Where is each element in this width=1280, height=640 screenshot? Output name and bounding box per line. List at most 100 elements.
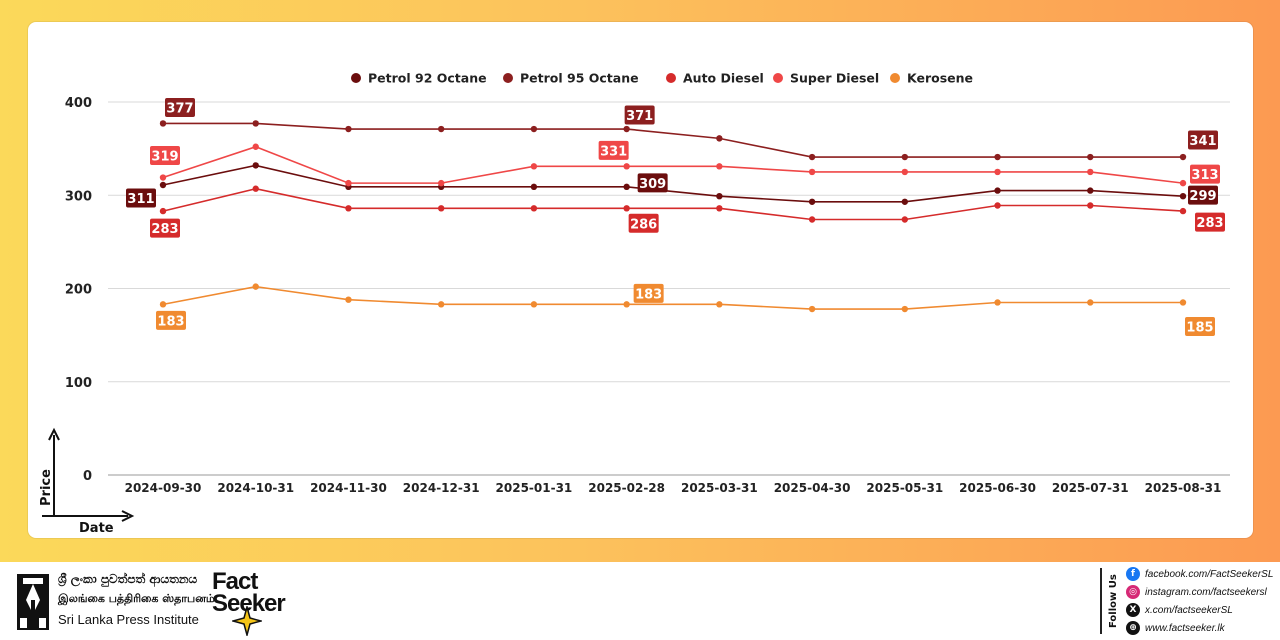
globe-icon: ⊕ [1126,621,1140,635]
legend-marker [666,73,676,83]
facebook-icon: f [1126,567,1140,581]
data-point [159,181,167,189]
y-tick-label: 400 [65,96,92,111]
data-point [1179,207,1187,215]
data-point [1087,187,1094,194]
series-line [162,164,1184,203]
social-link[interactable]: ◎ instagram.com/factseekersl [1126,584,1267,600]
data-label: 185 [1186,320,1213,335]
data-point [1179,153,1187,161]
data-label: 371 [626,109,653,124]
data-point [530,183,538,191]
data-point [901,216,909,223]
data-point [437,301,445,308]
data-point [530,163,538,170]
data-point [437,125,445,133]
data-point [159,174,167,181]
slpi-name-tamil: இலங்கை பத்திரிகை ஸ்தாபனம் [58,592,215,605]
footer: ශ්‍රී ලංකා පුවත්පත් ආයතනය இலங்கை பத்திரி… [0,562,1280,640]
data-point [716,163,723,170]
instagram-icon: ◎ [1126,585,1140,599]
data-point [808,216,816,223]
data-point [716,135,723,142]
data-label-box [628,213,659,233]
social-link[interactable]: f facebook.com/FactSeekerSL [1126,566,1273,582]
legend-label: Auto Diesel [683,71,764,86]
data-label: 311 [127,192,154,207]
x-tick-label: 2025-01-31 [496,481,573,495]
data-label: 183 [635,287,662,302]
legend-label: Super Diesel [790,71,879,86]
data-label: 377 [166,101,193,116]
data-point [1087,153,1094,161]
data-point [345,125,352,133]
data-point [1087,202,1094,209]
data-label-box [1195,212,1225,232]
data-point [901,168,909,176]
data-point [623,205,630,212]
data-point [252,162,259,169]
data-point [345,205,352,212]
data-point [437,205,445,212]
data-point [808,198,816,205]
data-point [530,301,538,308]
series-line [162,145,1184,184]
follow-us-label: Follow Us [1108,574,1119,628]
data-point [345,296,352,303]
x-tick-label: 2024-10-31 [217,481,294,495]
data-point [252,283,259,290]
data-point [994,299,1001,306]
data-point [716,301,723,308]
data-label-box [165,97,195,117]
social-link[interactable]: ⊕ www.factseeker.lk [1126,620,1225,636]
x-tick-label: 2025-04-30 [774,481,851,495]
series-line [162,285,1183,310]
data-point [623,125,630,133]
legend-label: Kerosene [907,71,973,86]
data-label: 313 [1191,168,1218,183]
data-point [808,153,816,161]
x-tick-label: 2025-02-28 [588,481,665,495]
data-point [623,163,630,170]
x-icon: X [1126,603,1140,617]
data-point [252,143,259,150]
data-label-box [126,188,156,208]
social-divider [1100,568,1102,634]
y-arrow-head-icon [48,427,60,441]
data-label: 183 [157,314,184,329]
data-label-box [1185,316,1215,336]
x-tick-label: 2025-08-31 [1145,481,1222,495]
legend-marker [351,73,361,83]
data-point [994,202,1001,209]
data-label: 309 [639,177,666,192]
data-label: 331 [600,144,627,159]
data-point [159,120,167,127]
data-point [530,205,538,212]
legend-marker [890,73,900,83]
social-link-text: www.factseeker.lk [1145,622,1225,634]
fuel-price-line-chart: 0 100 200 300 400 2024-09-30 2024-10-31 2024-11… [39,71,1230,536]
data-point [901,305,909,313]
series-line [162,187,1184,221]
x-tick-label: 2025-06-30 [959,481,1036,495]
x-tick-label: 2025-05-31 [866,481,943,495]
data-point [716,205,723,212]
data-label: 319 [151,150,178,165]
data-point [901,153,909,161]
data-point [159,207,167,215]
fact-seeker-logo: Fact Seeker [212,568,312,636]
pen-emblem-icon [17,574,49,630]
data-label: 341 [1189,134,1216,149]
data-point [437,179,445,187]
x-tick-label: 2024-11-30 [310,481,387,495]
data-point [530,125,538,133]
legend-marker [503,73,513,83]
data-point [345,179,352,187]
x-arrow-head-icon [121,510,135,522]
data-point [808,168,816,176]
data-point [1087,168,1094,176]
social-link-text: instagram.com/factseekersl [1145,586,1267,598]
legend-label: Petrol 95 Octane [520,71,639,86]
data-point [994,187,1001,194]
